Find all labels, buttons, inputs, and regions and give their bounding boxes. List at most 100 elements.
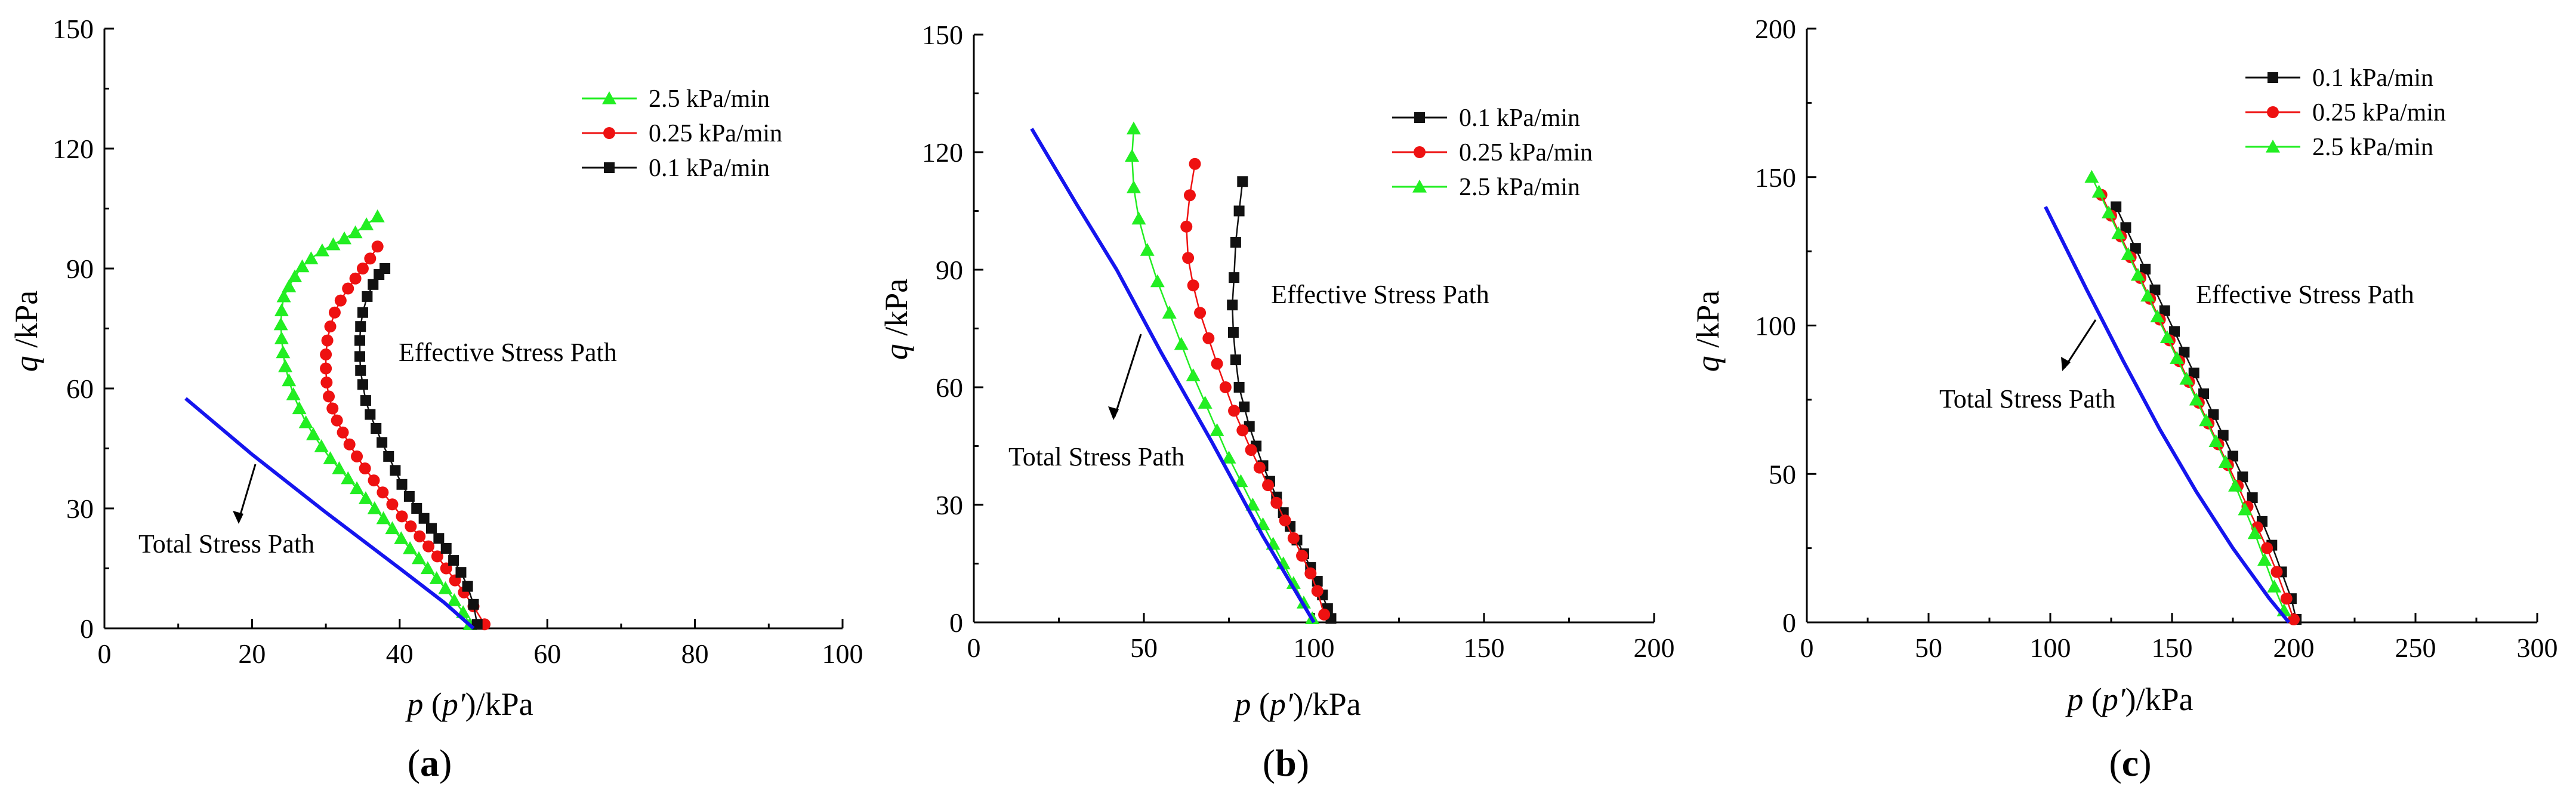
- panel-b-point-01-kpa-min: [1227, 300, 1238, 311]
- panel-b-point-25-kpa-min: [1233, 474, 1248, 488]
- panel-a-point-025-kpa-min: [334, 294, 347, 307]
- panel-a-y-tick-label: 90: [66, 254, 94, 284]
- panel-a-point-025-kpa-min: [331, 414, 343, 427]
- panel-a-label: (a): [408, 742, 452, 784]
- panel-a-point-25-kpa-min: [282, 373, 297, 387]
- panel-c-label: (c): [2109, 742, 2151, 784]
- panel-c-point-25-kpa-min: [2091, 184, 2106, 198]
- panel-c-point-025-kpa-min: [2270, 566, 2283, 578]
- panel-c-legend-marker-25-kpa-min: [2266, 140, 2280, 153]
- panel-c-total-stress-arrow: [2063, 319, 2097, 368]
- panel-a-point-025-kpa-min: [386, 498, 399, 511]
- panel-b-legend-label-025-kpa-min: 0.25 kPa/min: [1459, 139, 1593, 166]
- panel-a-x-tick-label: 40: [386, 638, 414, 669]
- panel-a-y-tick-label: 0: [80, 613, 94, 644]
- panel-c-effective-stress-label: Effective Stress Path: [2196, 280, 2414, 309]
- panel-a-total-stress-arrow: [237, 464, 257, 521]
- panel-c-point-25-kpa-min: [2101, 205, 2116, 219]
- panel-a-point-025-kpa-min: [321, 334, 334, 347]
- panel-a-point-01-kpa-min: [433, 533, 445, 544]
- panel-b-ylabel: q /kPa: [878, 279, 914, 360]
- panel-b-x-tick-label: 150: [1464, 633, 1505, 663]
- panel-b-point-01-kpa-min: [1229, 272, 1240, 283]
- panel-a-point-01-kpa-min: [462, 581, 473, 592]
- panel-c-point-25-kpa-min: [2121, 247, 2136, 260]
- panel-a-point-025-kpa-min: [343, 438, 356, 451]
- panel-a-point-01-kpa-min: [377, 437, 388, 448]
- panel-c-point-25-kpa-min: [2228, 479, 2243, 492]
- panel-b-point-01-kpa-min: [1227, 327, 1239, 338]
- panel-a-point-25-kpa-min: [411, 551, 426, 564]
- panel-c-total-stress-arrowhead: [2061, 357, 2071, 371]
- panel-a-point-025-kpa-min: [328, 306, 341, 319]
- panel-b-x-tick-label: 200: [1634, 633, 1675, 663]
- panel-c-point-25-kpa-min: [2189, 392, 2204, 406]
- panel-c-x-tick-label: 200: [2273, 633, 2315, 663]
- panel-a-legend-label-01-kpa-min: 0.1 kPa/min: [649, 155, 770, 182]
- panel-a-point-25-kpa-min: [438, 581, 453, 594]
- panel-b-series-total-stress-path-line: [1030, 128, 1316, 624]
- panel-c-total-stress-label: Total Stress Path: [1939, 384, 2115, 414]
- panel-a-point-025-kpa-min: [320, 362, 332, 375]
- panel-b-point-025-kpa-min: [1228, 405, 1241, 417]
- panel-a-legend-label-25-kpa-min: 2.5 kPa/min: [649, 85, 770, 113]
- panel-c-point-25-kpa-min: [2179, 372, 2194, 385]
- panel-b-point-25-kpa-min: [1198, 396, 1213, 409]
- panel-a-x-tick-label: 80: [681, 638, 709, 669]
- panel-b-point-025-kpa-min: [1189, 158, 1201, 170]
- panel-a-point-025-kpa-min: [326, 402, 339, 415]
- panel-a-point-025-kpa-min: [323, 390, 335, 403]
- panel-a-point-025-kpa-min: [324, 320, 337, 333]
- panel-a-point-25-kpa-min: [332, 461, 347, 474]
- panel-c-point-025-kpa-min: [2280, 593, 2293, 605]
- panel-c-point-25-kpa-min: [2084, 169, 2099, 183]
- panel-c-point-25-kpa-min: [2218, 455, 2233, 468]
- panel-b-point-025-kpa-min: [1245, 444, 1257, 456]
- panel-a-point-01-kpa-min: [411, 503, 422, 514]
- panel-a-point-25-kpa-min: [304, 251, 319, 264]
- panel-a-y-tick-label: 120: [53, 134, 94, 164]
- panel-a-legend-marker-25-kpa-min: [602, 91, 616, 104]
- panel-b-series-025-kpa-min-line: [1186, 163, 1325, 615]
- panel-a-x-tick-label: 0: [98, 638, 112, 669]
- panel-a-point-01-kpa-min: [455, 567, 467, 578]
- panel-b-point-25-kpa-min: [1140, 243, 1155, 256]
- panel-b-point-025-kpa-min: [1296, 550, 1309, 562]
- panel-a-point-25-kpa-min: [276, 345, 291, 359]
- panel-a-point-25-kpa-min: [278, 359, 293, 372]
- panel-a-y-tick-label: 150: [53, 14, 94, 44]
- panel-a-point-01-kpa-min: [357, 307, 368, 318]
- panel-a-total-stress-arrowhead: [233, 511, 243, 524]
- panel-b-point-25-kpa-min: [1162, 306, 1177, 319]
- panel-c-x-tick-label: 100: [2030, 633, 2071, 663]
- panel-b-x-tick-label: 50: [1130, 633, 1158, 663]
- panel-c-point-01-kpa-min: [2208, 409, 2219, 420]
- panel-a-point-25-kpa-min: [385, 521, 400, 535]
- panel-c-x-tick-label: 250: [2395, 633, 2436, 663]
- panel-c-x-tick-label: 50: [1915, 633, 1942, 663]
- panel-c-point-01-kpa-min: [2159, 305, 2170, 316]
- panel-a-point-01-kpa-min: [425, 523, 437, 534]
- panel-a-point-25-kpa-min: [394, 531, 409, 544]
- panel-b-point-025-kpa-min: [1253, 461, 1266, 474]
- panel-c-x-tick-label: 150: [2152, 633, 2193, 663]
- panel-a-point-025-kpa-min: [349, 272, 362, 285]
- panel-a-x-tick-label: 100: [822, 638, 863, 669]
- panel-a-point-01-kpa-min: [365, 409, 376, 420]
- panel-a-point-25-kpa-min: [370, 209, 385, 223]
- panel-a-point-25-kpa-min: [323, 451, 338, 464]
- panel-a-point-25-kpa-min: [286, 387, 301, 400]
- panel-b-x-tick-label: 100: [1294, 633, 1335, 663]
- panel-c-point-25-kpa-min: [2130, 267, 2145, 281]
- panel-a-point-025-kpa-min: [320, 348, 332, 361]
- panel-a-point-01-kpa-min: [371, 423, 382, 434]
- panel-b-point-025-kpa-min: [1318, 608, 1331, 621]
- panel-b-label: (b): [1263, 742, 1309, 784]
- panel-c-marks: 0 50 100 150 200 250 300 0 50 100 150 200 0.1 kPa/mi…: [1755, 14, 2558, 663]
- panel-a: 0 20 40 60 80 100 0 30 60 90 120 150 2.5 kPa/min 0.25…: [8, 14, 863, 784]
- panel-a-point-025-kpa-min: [337, 426, 349, 439]
- panel-c-point-025-kpa-min: [2261, 542, 2273, 554]
- panel-a-point-01-kpa-min: [360, 395, 371, 406]
- panel-c-point-25-kpa-min: [2159, 330, 2174, 343]
- panel-b-total-stress-label: Total Stress Path: [1008, 442, 1184, 471]
